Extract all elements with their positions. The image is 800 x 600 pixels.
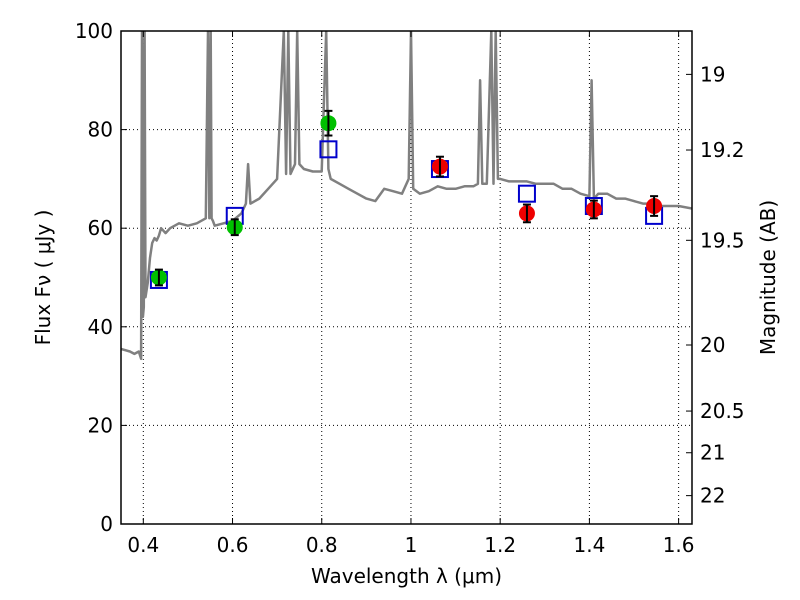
axis-ticks: 0.4 0.6 0.8 1 1.2 1.4 1.6 0 20 40 60 80 100 19 19.2 19.… bbox=[75, 19, 745, 557]
photometry-markers bbox=[149, 109, 664, 289]
y2-tick-label: 22 bbox=[700, 484, 725, 508]
x-tick-label: 0.6 bbox=[217, 533, 249, 557]
y2-tick-label: 20 bbox=[700, 333, 725, 357]
x-tick-label: 1 bbox=[405, 533, 418, 557]
y-axis-label: Flux Fν ( μJy ) bbox=[31, 210, 55, 346]
y-tick-label: 0 bbox=[100, 512, 113, 536]
y2-tick-label: 19.2 bbox=[700, 138, 745, 162]
model-point bbox=[517, 184, 536, 203]
x-tick-label: 0.8 bbox=[306, 533, 338, 557]
x-tick-label: 1.2 bbox=[484, 533, 516, 557]
y-tick-label: 100 bbox=[75, 19, 113, 43]
x-tick-label: 1.6 bbox=[663, 533, 695, 557]
model-point bbox=[319, 140, 338, 159]
y2-axis-label: Magnitude (AB) bbox=[756, 200, 780, 355]
x-tick-label: 1.4 bbox=[573, 533, 605, 557]
y-tick-label: 60 bbox=[88, 216, 113, 240]
y-tick-label: 20 bbox=[88, 413, 113, 437]
plot-frame bbox=[120, 30, 693, 525]
x-axis-label: Wavelength λ (μm) bbox=[311, 564, 502, 588]
y2-tick-label: 19 bbox=[700, 62, 725, 86]
spectrum-line bbox=[121, 31, 692, 361]
x-tick-label: 0.4 bbox=[127, 533, 159, 557]
spectrum-series bbox=[121, 31, 692, 361]
y-tick-label: 80 bbox=[88, 118, 113, 142]
y2-tick-label: 21 bbox=[700, 441, 725, 465]
y2-tick-label: 20.5 bbox=[700, 399, 745, 423]
y2-tick-label: 19.5 bbox=[700, 228, 745, 252]
y-tick-label: 40 bbox=[88, 315, 113, 339]
